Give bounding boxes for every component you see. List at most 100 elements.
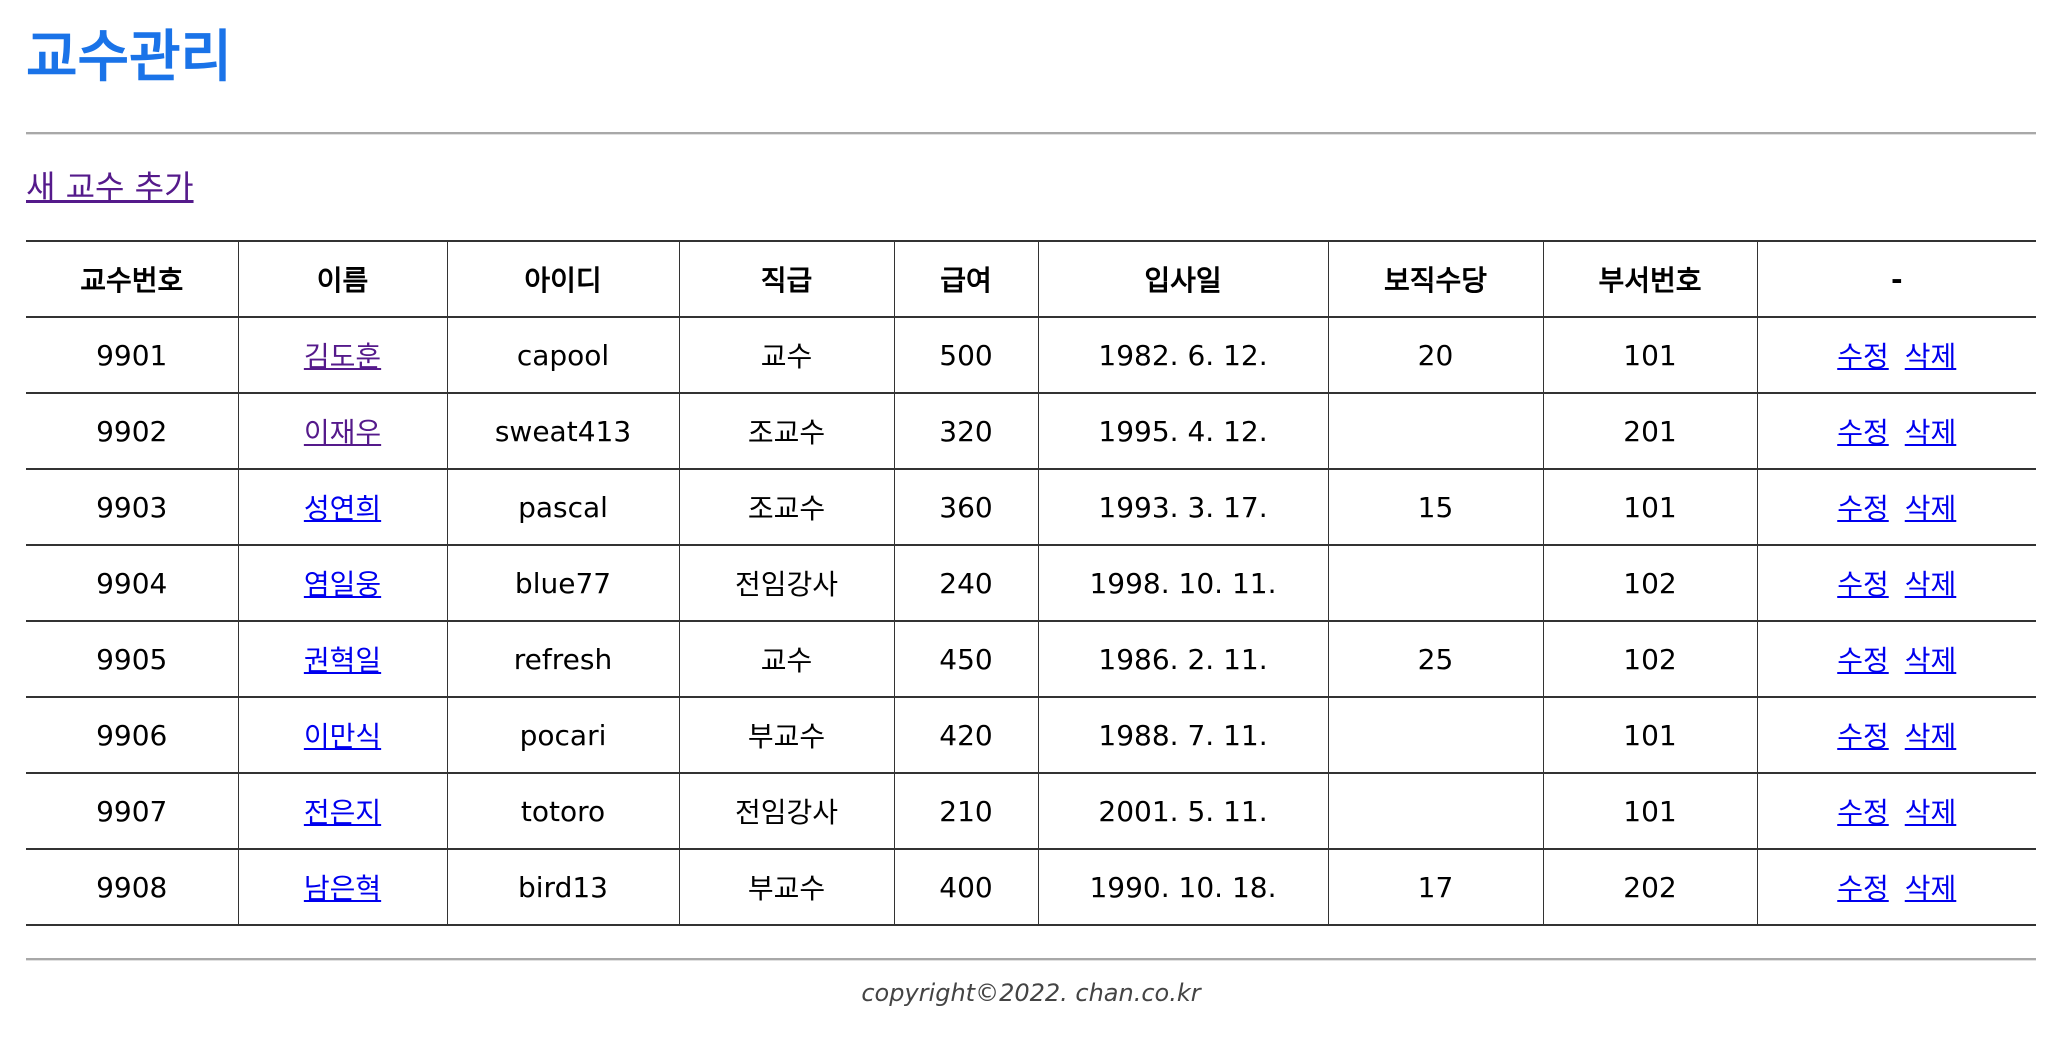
pay-cell: 320 bbox=[893, 392, 1039, 470]
delete-link[interactable]: 삭제 bbox=[1904, 416, 1957, 449]
header-professor-no: 교수번호 bbox=[26, 240, 239, 318]
delete-link[interactable]: 삭제 bbox=[1904, 340, 1957, 373]
user-id-cell: pascal bbox=[446, 468, 680, 546]
dept-no-cell: 101 bbox=[1542, 316, 1758, 394]
user-id-cell: capool bbox=[446, 316, 680, 394]
bonus-cell bbox=[1327, 772, 1544, 850]
top-divider bbox=[26, 132, 2036, 135]
table-row: 9908 남은혁 bird13 부교수 400 1990. 10. 18. 17 202 수정 삭… bbox=[26, 848, 2036, 926]
name-cell: 김도훈 bbox=[237, 316, 448, 394]
pay-cell: 240 bbox=[893, 544, 1039, 622]
header-name: 이름 bbox=[237, 240, 448, 318]
professor-no-cell: 9901 bbox=[26, 316, 239, 394]
hiredate-cell: 1998. 10. 11. bbox=[1037, 544, 1329, 622]
dept-no-cell: 101 bbox=[1542, 468, 1758, 546]
dept-no-cell: 102 bbox=[1542, 620, 1758, 698]
edit-link[interactable]: 수정 bbox=[1837, 340, 1889, 373]
header-dept-no: 부서번호 bbox=[1542, 240, 1758, 318]
table-row: 9906 이만식 pocari 부교수 420 1988. 7. 11. 101 수정 삭제 bbox=[26, 696, 2036, 774]
header-pay: 급여 bbox=[893, 240, 1039, 318]
delete-link[interactable]: 삭제 bbox=[1904, 720, 1957, 753]
add-professor-link[interactable]: 새 교수 추가 bbox=[26, 168, 194, 206]
pay-cell: 420 bbox=[893, 696, 1039, 774]
professor-name-link[interactable]: 성연희 bbox=[303, 492, 382, 525]
actions-cell: 수정 삭제 bbox=[1756, 696, 2036, 774]
name-cell: 전은지 bbox=[237, 772, 448, 850]
edit-link[interactable]: 수정 bbox=[1837, 872, 1889, 905]
delete-link[interactable]: 삭제 bbox=[1904, 568, 1957, 601]
bottom-divider bbox=[26, 958, 2036, 961]
professor-no-cell: 9904 bbox=[26, 544, 239, 622]
dept-no-cell: 202 bbox=[1542, 848, 1758, 926]
name-cell: 남은혁 bbox=[237, 848, 448, 926]
header-bonus: 보직수당 bbox=[1327, 240, 1544, 318]
professor-no-cell: 9907 bbox=[26, 772, 239, 850]
header-rank: 직급 bbox=[678, 240, 895, 318]
table-header-row: 교수번호 이름 아이디 직급 급여 입사일 보직수당 부서번호 - bbox=[26, 240, 2036, 318]
copyright-footer: copyright©2022. chan.co.kr bbox=[861, 979, 1201, 1007]
professor-name-link[interactable]: 염일웅 bbox=[303, 568, 382, 601]
rank-cell: 전임강사 bbox=[678, 772, 895, 850]
actions-cell: 수정 삭제 bbox=[1756, 468, 2036, 546]
edit-link[interactable]: 수정 bbox=[1837, 720, 1889, 753]
delete-link[interactable]: 삭제 bbox=[1904, 872, 1957, 905]
page-title: 교수관리 bbox=[26, 25, 233, 90]
rank-cell: 조교수 bbox=[678, 392, 895, 470]
table-body: 9901 김도훈 capool 교수 500 1982. 6. 12. 20 101 수정 삭제 9… bbox=[26, 316, 2036, 926]
edit-link[interactable]: 수정 bbox=[1837, 416, 1889, 449]
actions-cell: 수정 삭제 bbox=[1756, 392, 2036, 470]
bonus-cell: 15 bbox=[1327, 468, 1544, 546]
name-cell: 이재우 bbox=[237, 392, 448, 470]
actions-cell: 수정 삭제 bbox=[1756, 620, 2036, 698]
actions-cell: 수정 삭제 bbox=[1756, 544, 2036, 622]
table-row: 9903 성연희 pascal 조교수 360 1993. 3. 17. 15 101 수정 삭제 bbox=[26, 468, 2036, 546]
professor-no-cell: 9906 bbox=[26, 696, 239, 774]
professor-no-cell: 9903 bbox=[26, 468, 239, 546]
pay-cell: 400 bbox=[893, 848, 1039, 926]
user-id-cell: sweat413 bbox=[446, 392, 680, 470]
table-row: 9902 이재우 sweat413 조교수 320 1995. 4. 12. 201 수정 삭제 bbox=[26, 392, 2036, 470]
delete-link[interactable]: 삭제 bbox=[1904, 796, 1957, 829]
professor-name-link[interactable]: 이만식 bbox=[303, 720, 382, 753]
actions-cell: 수정 삭제 bbox=[1756, 848, 2036, 926]
dept-no-cell: 101 bbox=[1542, 696, 1758, 774]
professor-name-link[interactable]: 이재우 bbox=[303, 416, 382, 449]
bonus-cell bbox=[1327, 392, 1544, 470]
hiredate-cell: 1993. 3. 17. bbox=[1037, 468, 1329, 546]
edit-link[interactable]: 수정 bbox=[1837, 568, 1889, 601]
dept-no-cell: 101 bbox=[1542, 772, 1758, 850]
actions-cell: 수정 삭제 bbox=[1756, 316, 2036, 394]
pay-cell: 360 bbox=[893, 468, 1039, 546]
hiredate-cell: 1990. 10. 18. bbox=[1037, 848, 1329, 926]
rank-cell: 교수 bbox=[678, 620, 895, 698]
rank-cell: 부교수 bbox=[678, 848, 895, 926]
hiredate-cell: 1995. 4. 12. bbox=[1037, 392, 1329, 470]
professor-no-cell: 9908 bbox=[26, 848, 239, 926]
user-id-cell: bird13 bbox=[446, 848, 680, 926]
edit-link[interactable]: 수정 bbox=[1837, 492, 1889, 525]
bonus-cell: 17 bbox=[1327, 848, 1544, 926]
delete-link[interactable]: 삭제 bbox=[1904, 644, 1957, 677]
edit-link[interactable]: 수정 bbox=[1837, 644, 1889, 677]
rank-cell: 조교수 bbox=[678, 468, 895, 546]
bonus-cell bbox=[1327, 696, 1544, 774]
professor-name-link[interactable]: 전은지 bbox=[303, 796, 382, 829]
professor-no-cell: 9905 bbox=[26, 620, 239, 698]
hiredate-cell: 1982. 6. 12. bbox=[1037, 316, 1329, 394]
bonus-cell: 20 bbox=[1327, 316, 1544, 394]
professor-name-link[interactable]: 김도훈 bbox=[303, 340, 382, 373]
user-id-cell: totoro bbox=[446, 772, 680, 850]
rank-cell: 부교수 bbox=[678, 696, 895, 774]
professor-name-link[interactable]: 권혁일 bbox=[303, 644, 382, 677]
edit-link[interactable]: 수정 bbox=[1837, 796, 1889, 829]
dept-no-cell: 102 bbox=[1542, 544, 1758, 622]
header-user-id: 아이디 bbox=[446, 240, 680, 318]
professor-name-link[interactable]: 남은혁 bbox=[303, 872, 382, 905]
bonus-cell bbox=[1327, 544, 1544, 622]
table-row: 9907 전은지 totoro 전임강사 210 2001. 5. 11. 101 수정 삭제 bbox=[26, 772, 2036, 850]
delete-link[interactable]: 삭제 bbox=[1904, 492, 1957, 525]
rank-cell: 교수 bbox=[678, 316, 895, 394]
hiredate-cell: 1988. 7. 11. bbox=[1037, 696, 1329, 774]
table-row: 9904 염일웅 blue77 전임강사 240 1998. 10. 11. 102 수정 삭제 bbox=[26, 544, 2036, 622]
